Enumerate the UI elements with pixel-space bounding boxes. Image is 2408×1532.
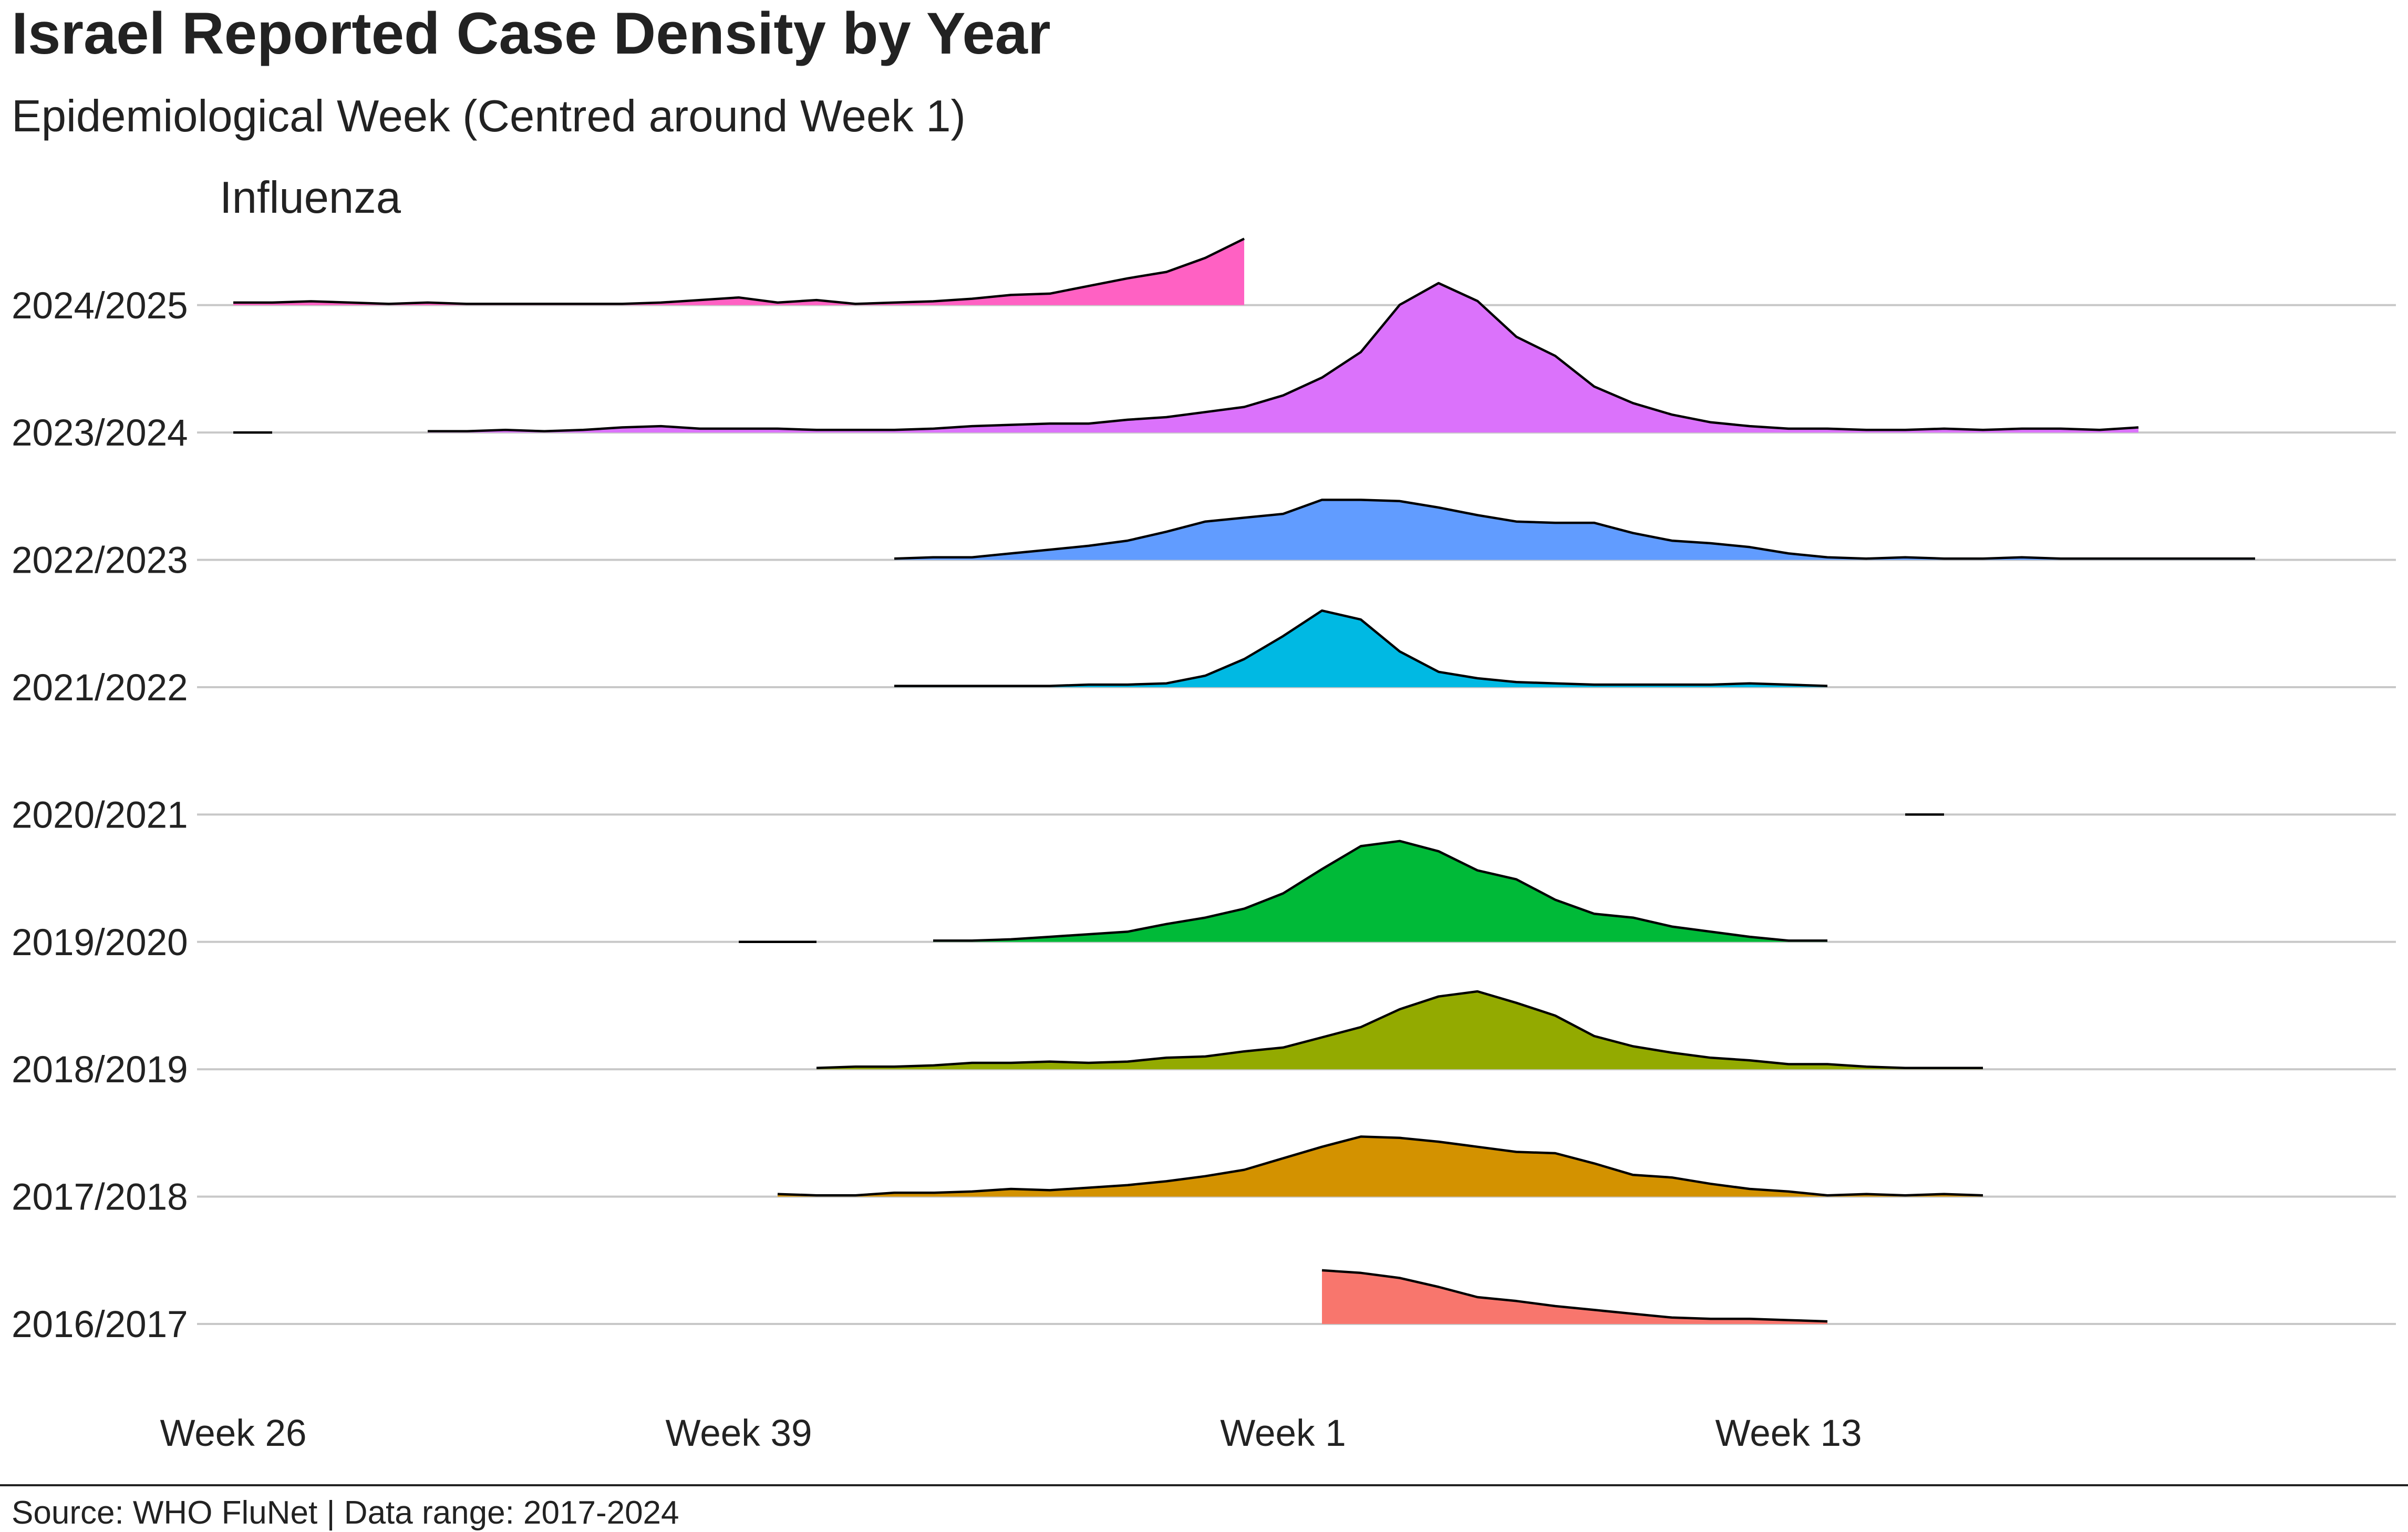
x-axis: Week 26 Week 39 Week 1 Week 13 <box>160 1413 1862 1454</box>
ridge-area-2019-2020 <box>933 841 1827 942</box>
row-label-2021-2022: 2021/2022 <box>12 667 188 709</box>
row-label-2016-2017: 2016/2017 <box>12 1304 188 1345</box>
ridge-area-2024-2025 <box>233 239 1244 305</box>
ridge-line-2018-2019 <box>816 990 1983 1070</box>
facet-label: Influenza <box>220 173 401 223</box>
row-label-2018-2019: 2018/2019 <box>12 1049 188 1091</box>
ridge-line-2017-2018 <box>777 1135 1983 1197</box>
ridge-line-2024-2025 <box>233 237 1245 305</box>
chart-title: Israel Reported Case Density by Year <box>12 1 1051 66</box>
x-tick-label-week-39: Week 39 <box>666 1413 812 1454</box>
x-tick-label-week-1: Week 1 <box>1220 1413 1346 1454</box>
ridge-area-2023-2024 <box>428 283 2138 433</box>
row-label-2017-2018: 2017/2018 <box>12 1177 188 1218</box>
ridge-line-2023-2024 <box>428 282 2139 433</box>
ridge-area-2022-2023 <box>894 500 2255 560</box>
ridge-line-2016-2017 <box>1321 1269 1828 1323</box>
row-label-2023-2024: 2023/2024 <box>12 412 188 454</box>
row-label-2024-2025: 2024/2025 <box>12 285 188 327</box>
ridge-line-2022-2023 <box>894 499 2255 560</box>
ridge-area-2021-2022 <box>894 610 1827 687</box>
row-label-2022-2023: 2022/2023 <box>12 540 188 582</box>
ridge-area-2018-2019 <box>817 991 1983 1070</box>
ridge-area-2016-2017 <box>1322 1270 1827 1324</box>
ridge-line-2021-2022 <box>894 609 1828 687</box>
ridge-line-2019-2020 <box>933 840 1827 942</box>
x-tick-label-week-26: Week 26 <box>160 1413 307 1454</box>
row-label-2020-2021: 2020/2021 <box>12 794 188 836</box>
plot-area: 2024/2025 2023/2024 2022/2023 2021/2022 2020… <box>12 237 2396 1345</box>
chart-caption: Source: WHO FluNet | Data range: 2017-20… <box>12 1495 679 1531</box>
ridge-area-2017-2018 <box>778 1136 1983 1197</box>
row-label-2019-2020: 2019/2020 <box>12 922 188 964</box>
x-tick-label-week-13: Week 13 <box>1715 1413 1862 1454</box>
chart-subtitle: Epidemiological Week (Centred around Wee… <box>12 91 966 141</box>
